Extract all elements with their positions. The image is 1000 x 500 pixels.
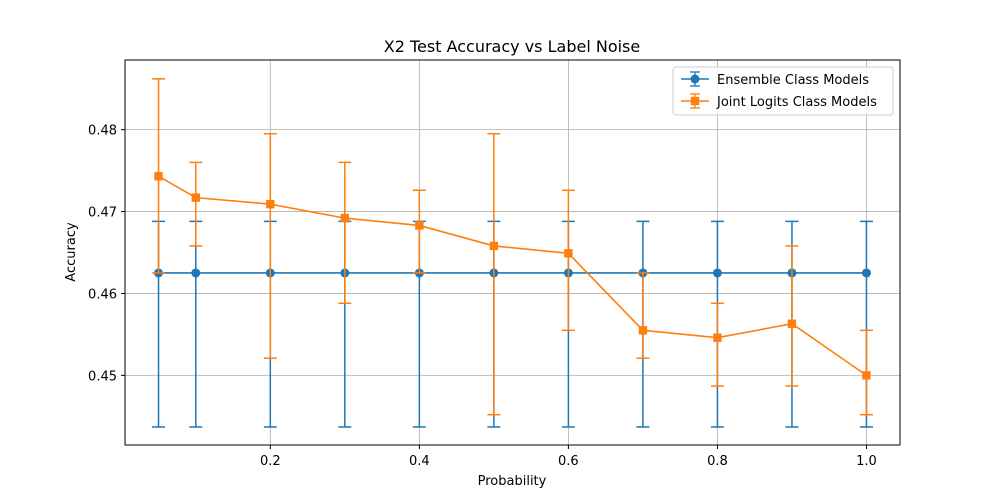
series-joint-logits <box>152 78 873 416</box>
legend: Ensemble Class Models Joint Logits Class … <box>672 66 894 116</box>
x-tick-label: 1.0 <box>856 454 877 469</box>
x-tick-label: 0.2 <box>260 454 281 469</box>
data-point <box>712 268 722 278</box>
legend-marker <box>690 96 700 106</box>
data-point <box>266 199 275 209</box>
legend-marker <box>690 74 700 84</box>
data-point <box>862 371 871 380</box>
legend-item: Ensemble Class Models <box>681 71 869 88</box>
data-point <box>191 193 200 202</box>
axis-ticks: 0.2 0.4 0.6 0.8 1.0 0.45 0.46 0.47 0.48 <box>88 124 877 469</box>
data-point <box>489 241 499 251</box>
y-axis-label: Accuracy <box>64 222 79 282</box>
legend-item: Joint Logits Class Models <box>681 93 877 110</box>
data-point <box>340 213 350 223</box>
chart-title: X2 Test Accuracy vs Label Noise <box>384 37 640 56</box>
x-tick-label: 0.6 <box>558 454 579 469</box>
legend-label: Joint Logits Class Models <box>716 95 877 110</box>
data-point <box>638 326 648 335</box>
y-tick-label: 0.48 <box>88 124 117 139</box>
data-point <box>154 172 163 181</box>
data-point <box>564 249 573 258</box>
data-point <box>713 333 722 342</box>
data-point <box>861 268 871 278</box>
data-point <box>415 221 424 230</box>
x-tick-label: 0.4 <box>409 454 430 469</box>
data-point <box>191 268 201 278</box>
y-tick-label: 0.46 <box>88 287 117 302</box>
plot-area-frame <box>124 59 901 446</box>
legend-label: Ensemble Class Models <box>717 73 869 88</box>
y-tick-label: 0.45 <box>88 369 117 384</box>
y-tick-label: 0.47 <box>88 206 117 221</box>
x-axis-label: Probability <box>478 474 547 489</box>
series-layer <box>152 78 873 428</box>
data-point <box>787 319 797 328</box>
legend-box <box>672 66 894 116</box>
x-tick-label: 0.8 <box>707 454 728 469</box>
